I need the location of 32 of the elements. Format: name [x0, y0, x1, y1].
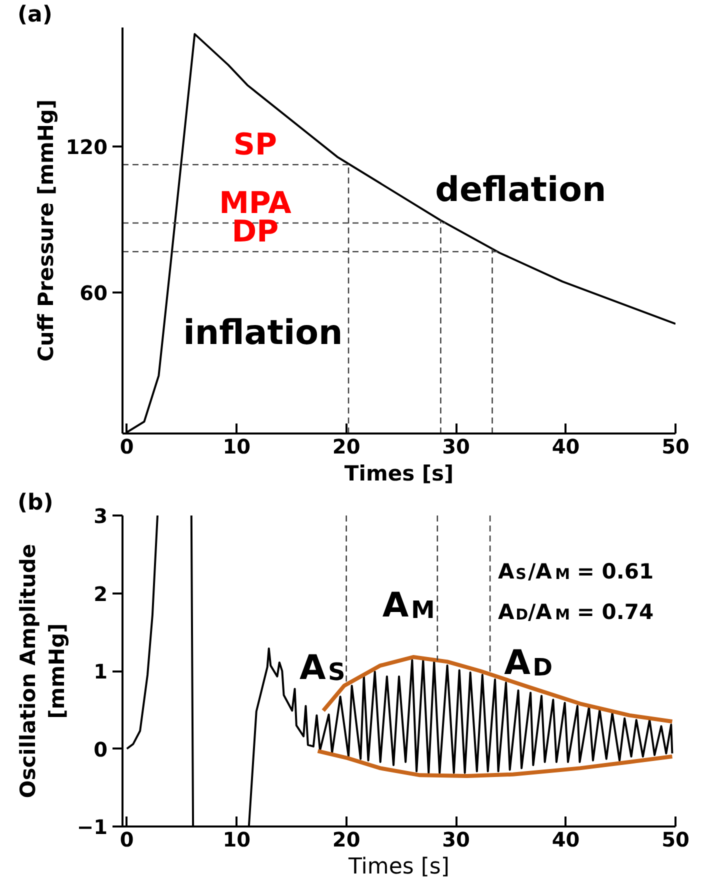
x-tick-label: 0 — [120, 828, 134, 852]
line-series — [316, 749, 674, 778]
annotation: deflation — [435, 170, 606, 210]
x-tick-label: 30 — [442, 828, 470, 852]
y-tick-label: 1 — [94, 660, 108, 684]
x-tick-label: 50 — [662, 828, 690, 852]
x-axis-title: Times [s] — [348, 854, 450, 880]
y-axis-title: Cuff Pressure [mmHg] — [34, 99, 58, 362]
y-tick-label: 0 — [94, 737, 108, 762]
chart-title: (a) — [18, 2, 52, 28]
x-tick-label: 20 — [332, 828, 360, 852]
y-tick-label: 3 — [94, 504, 108, 528]
y-tick-label: −1 — [76, 815, 108, 839]
x-tick-label: 10 — [222, 434, 251, 458]
x-tick-label: 30 — [442, 434, 470, 458]
y-tick-label: 120 — [66, 135, 108, 160]
annotation: AS — [299, 648, 346, 688]
x-tick-label: 40 — [552, 434, 580, 458]
x-tick-label: 20 — [332, 434, 360, 458]
x-tick-label: 40 — [552, 828, 580, 852]
x-tick-label: 10 — [222, 828, 251, 852]
y-tick-label: 2 — [94, 582, 108, 606]
y-axis-title: Oscillation Amplitude [mmHg] — [16, 544, 69, 798]
x-tick-label: 0 — [120, 434, 134, 458]
x-tick-label: 50 — [662, 434, 690, 458]
ref-line-label: SP — [233, 128, 278, 163]
annotation: inflation — [183, 313, 343, 354]
annotation: AM — [382, 586, 435, 626]
x-axis-title: Times [s] — [344, 462, 454, 486]
chart-title: (b) — [18, 490, 54, 516]
annotation: AD — [504, 643, 553, 684]
y-tick-label: 60 — [80, 280, 108, 305]
